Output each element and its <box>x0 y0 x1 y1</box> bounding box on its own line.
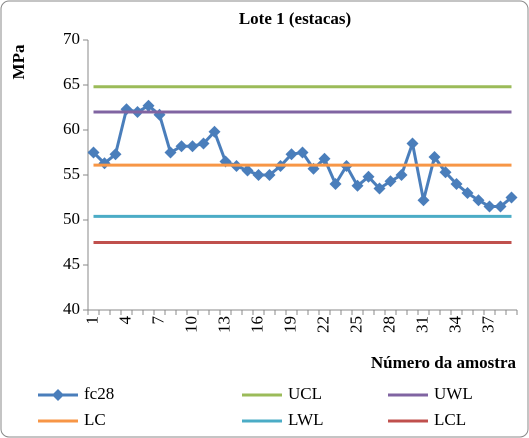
x-tick-label: 37 <box>478 316 497 334</box>
x-tick-label: 16 <box>247 316 266 333</box>
y-tick-label: 70 <box>63 29 80 48</box>
legend-label: fc28 <box>84 384 114 403</box>
data-point <box>296 146 309 159</box>
legend-label: LCL <box>434 410 466 429</box>
legend-label: UWL <box>434 384 473 403</box>
data-point <box>252 169 265 181</box>
chart-title: Lote 1 (estacas) <box>239 9 351 28</box>
data-point <box>109 148 122 161</box>
data-point <box>494 200 507 213</box>
x-tick-label: 31 <box>412 316 431 333</box>
data-point <box>175 140 188 153</box>
data-point <box>417 194 430 207</box>
data-point <box>142 99 155 112</box>
data-point <box>164 146 177 159</box>
data-point <box>384 175 397 188</box>
y-axis-label: MPa <box>9 44 28 79</box>
x-tick-label: 25 <box>346 316 365 333</box>
x-tick-label: 7 <box>148 316 167 325</box>
x-tick-label: 28 <box>379 316 398 333</box>
x-tick-label: 4 <box>115 316 134 325</box>
data-point <box>505 191 518 204</box>
y-tick-label: 65 <box>63 74 80 93</box>
y-tick-label: 55 <box>63 164 80 183</box>
x-tick-label: 19 <box>280 316 299 333</box>
data-point <box>351 179 364 192</box>
data-point <box>197 137 210 150</box>
data-point <box>428 151 441 163</box>
data-point <box>208 125 221 138</box>
data-point <box>483 200 496 213</box>
data-point <box>362 170 375 183</box>
y-tick-label: 60 <box>63 119 80 138</box>
data-point <box>450 178 463 190</box>
x-tick-label: 10 <box>181 316 200 333</box>
data-point <box>186 140 199 153</box>
data-point <box>439 166 452 179</box>
data-point <box>285 148 298 161</box>
data-point <box>472 194 485 207</box>
legend-label: UCL <box>288 384 322 403</box>
data-point <box>263 169 276 181</box>
x-tick-label: 1 <box>82 316 101 325</box>
y-tick-label: 40 <box>63 299 80 318</box>
data-point <box>318 152 331 165</box>
legend-label: LWL <box>288 410 324 429</box>
data-point <box>87 146 100 159</box>
data-point <box>395 169 408 181</box>
x-tick-label: 13 <box>214 316 233 333</box>
data-point <box>373 182 386 195</box>
data-point <box>461 187 474 199</box>
x-axis-label: Número da amostra <box>371 353 517 372</box>
y-tick-label: 50 <box>63 209 80 228</box>
legend-marker <box>52 389 64 401</box>
x-tick-label: 22 <box>313 316 332 333</box>
y-tick-label: 45 <box>63 254 80 273</box>
x-tick-label: 34 <box>445 316 464 334</box>
legend-label: LC <box>84 410 106 429</box>
data-point <box>406 137 419 150</box>
data-point <box>241 164 254 177</box>
data-point <box>329 178 342 190</box>
